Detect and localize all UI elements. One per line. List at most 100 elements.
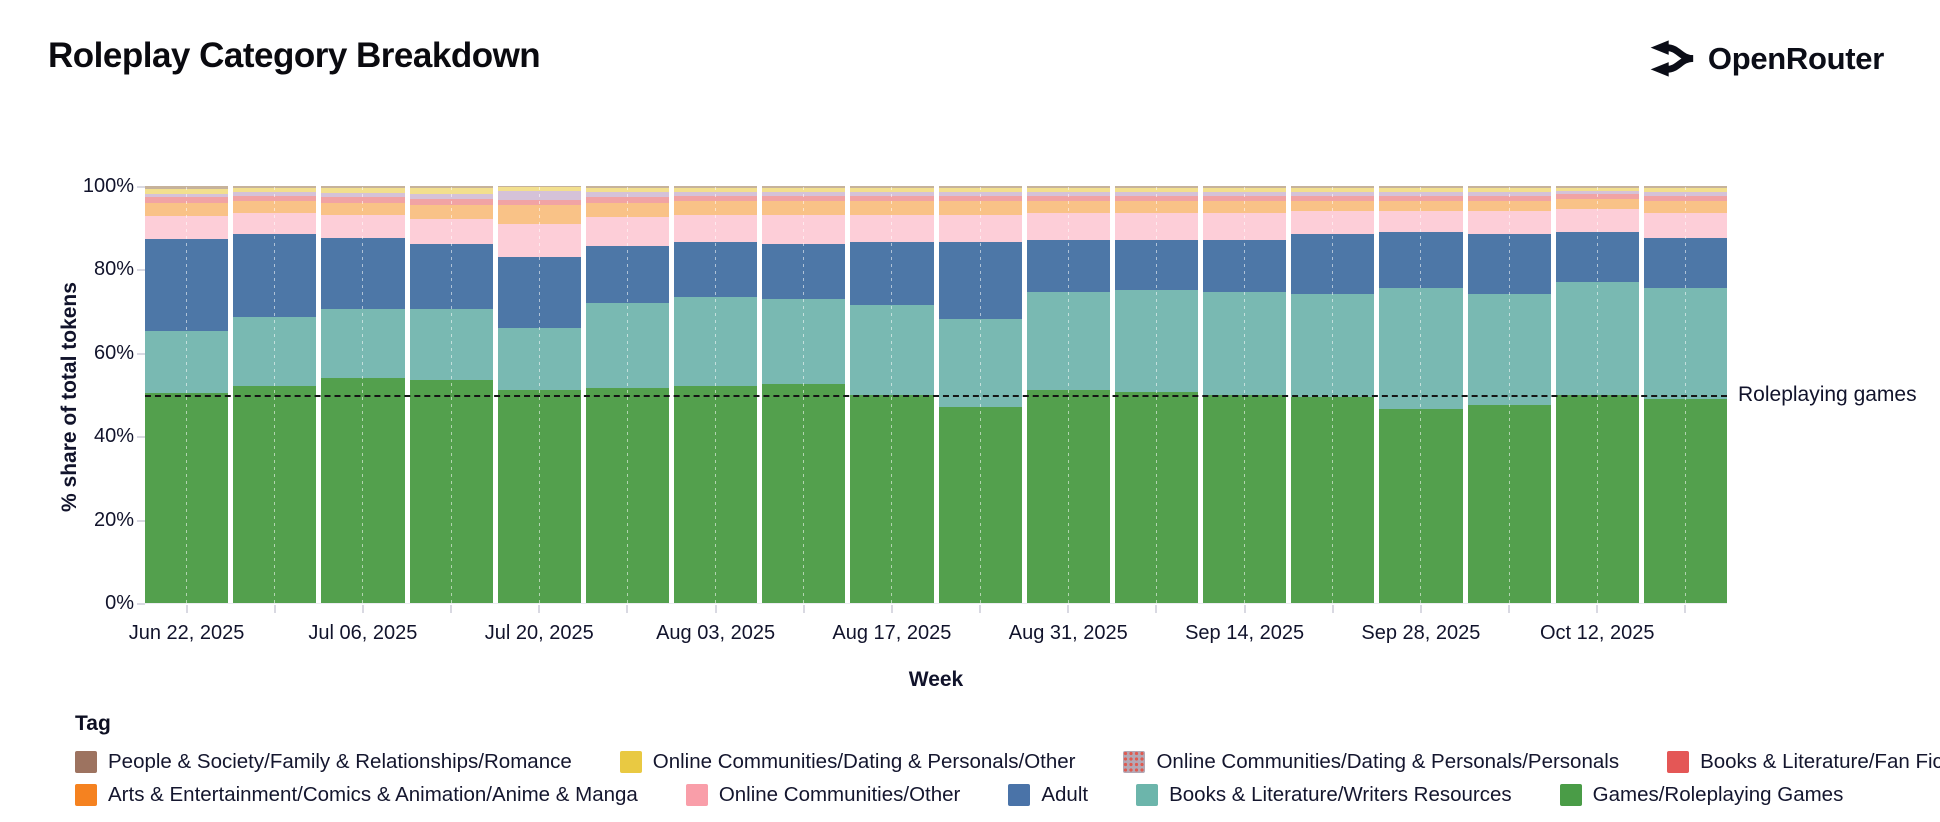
segment-romance[interactable] [497, 186, 581, 188]
segment-rpg[interactable] [233, 386, 317, 603]
segment-rpg[interactable] [1114, 392, 1199, 603]
legend-item-writers[interactable]: Books & Literature/Writers Resources [1136, 783, 1512, 807]
segment-oc_other[interactable] [1026, 213, 1110, 241]
legend-item-rpg[interactable]: Games/Roleplaying Games [1559, 783, 1843, 807]
segment-oc_other[interactable] [233, 213, 317, 234]
segment-anime_manga[interactable] [1203, 200, 1287, 214]
segment-adult[interactable] [938, 242, 1022, 320]
segment-anime_manga[interactable] [762, 200, 846, 216]
segment-anime_manga[interactable] [1026, 200, 1110, 214]
segment-oc_other[interactable] [938, 215, 1022, 243]
segment-rpg[interactable] [1643, 398, 1728, 603]
segment-oc_other[interactable] [1467, 211, 1551, 234]
legend-item-dating_other[interactable]: Online Communities/Dating & Personals/Ot… [619, 750, 1075, 774]
segment-oc_other[interactable] [145, 216, 229, 239]
segment-anime_manga[interactable] [585, 202, 670, 218]
segment-adult[interactable] [1379, 231, 1463, 289]
segment-anime_manga[interactable] [1114, 200, 1199, 214]
segment-oc_other[interactable] [762, 215, 846, 245]
segment-anime_manga[interactable] [1467, 200, 1551, 212]
legend-item-fan_fiction[interactable]: Books & Literature/Fan Fiction [1667, 750, 1940, 774]
segment-rpg[interactable] [1555, 394, 1639, 603]
segment-rpg[interactable] [1467, 404, 1551, 603]
segment-writers[interactable] [1643, 288, 1728, 399]
segment-adult[interactable] [1291, 233, 1375, 295]
segment-writers[interactable] [762, 298, 846, 385]
segment-oc_other[interactable] [1203, 213, 1287, 241]
segment-writers[interactable] [1291, 294, 1375, 397]
segment-adult[interactable] [497, 256, 581, 328]
segment-writers[interactable] [1114, 290, 1199, 393]
segment-oc_other[interactable] [585, 217, 670, 247]
segment-adult[interactable] [1026, 240, 1110, 293]
segment-rpg[interactable] [321, 377, 405, 603]
segment-anime_manga[interactable] [674, 200, 758, 216]
legend-item-adult[interactable]: Adult [1008, 783, 1088, 807]
segment-writers[interactable] [674, 296, 758, 387]
segment-anime_manga[interactable] [145, 202, 229, 217]
segment-anime_manga[interactable] [409, 204, 493, 220]
segment-anime_manga[interactable] [321, 202, 405, 216]
segment-adult[interactable] [850, 242, 934, 305]
segment-rpg[interactable] [1203, 394, 1287, 603]
segment-writers[interactable] [850, 304, 934, 395]
segment-adult[interactable] [1114, 240, 1199, 291]
segment-adult[interactable] [409, 244, 493, 310]
legend-item-personals[interactable]: Online Communities/Dating & Personals/Pe… [1123, 750, 1619, 774]
segment-adult[interactable] [674, 242, 758, 297]
segment-rpg[interactable] [1291, 396, 1375, 603]
segment-adult[interactable] [233, 233, 317, 318]
segment-anime_manga[interactable] [233, 200, 317, 214]
segment-adult[interactable] [1643, 238, 1728, 289]
segment-anime_manga[interactable] [1379, 200, 1463, 212]
segment-writers[interactable] [145, 330, 229, 394]
legend-item-oc_other[interactable]: Online Communities/Other [685, 783, 960, 807]
segment-anime_manga[interactable] [497, 204, 581, 224]
segment-adult[interactable] [1203, 240, 1287, 293]
segment-personals[interactable] [497, 191, 581, 200]
segment-rpg[interactable] [674, 386, 758, 603]
segment-adult[interactable] [762, 244, 846, 299]
segment-oc_other[interactable] [1291, 211, 1375, 234]
segment-adult[interactable] [585, 246, 670, 303]
segment-oc_other[interactable] [1114, 213, 1199, 241]
segment-anime_manga[interactable] [1555, 198, 1639, 209]
segment-anime_manga[interactable] [1643, 200, 1728, 214]
segment-adult[interactable] [1467, 233, 1551, 295]
legend-item-anime_manga[interactable]: Arts & Entertainment/Comics & Animation/… [75, 783, 638, 807]
segment-rpg[interactable] [1379, 409, 1463, 603]
segment-anime_manga[interactable] [938, 200, 1022, 216]
segment-rpg[interactable] [585, 388, 670, 603]
segment-adult[interactable] [145, 238, 229, 331]
segment-writers[interactable] [497, 327, 581, 391]
segment-rpg[interactable] [762, 384, 846, 603]
segment-writers[interactable] [1555, 281, 1639, 395]
segment-writers[interactable] [1203, 292, 1287, 395]
segment-rpg[interactable] [1026, 390, 1110, 603]
segment-adult[interactable] [1555, 231, 1639, 282]
segment-writers[interactable] [585, 302, 670, 389]
segment-oc_other[interactable] [850, 215, 934, 243]
segment-rpg[interactable] [145, 393, 229, 603]
segment-rpg[interactable] [497, 390, 581, 603]
segment-writers[interactable] [321, 309, 405, 378]
legend-item-romance[interactable]: People & Society/Family & Relationships/… [75, 750, 572, 774]
segment-anime_manga[interactable] [1291, 200, 1375, 212]
segment-writers[interactable] [233, 317, 317, 387]
segment-oc_other[interactable] [321, 215, 405, 239]
segment-oc_other[interactable] [1379, 211, 1463, 232]
segment-rpg[interactable] [938, 407, 1022, 603]
segment-oc_other[interactable] [674, 215, 758, 243]
segment-writers[interactable] [1026, 292, 1110, 391]
segment-oc_other[interactable] [497, 223, 581, 257]
segment-writers[interactable] [409, 309, 493, 380]
segment-anime_manga[interactable] [850, 200, 934, 216]
segment-rpg[interactable] [409, 379, 493, 603]
segment-rpg[interactable] [850, 394, 934, 603]
segment-adult[interactable] [321, 238, 405, 310]
segment-oc_other[interactable] [1555, 208, 1639, 232]
segment-writers[interactable] [1467, 294, 1551, 405]
segment-writers[interactable] [1379, 288, 1463, 410]
segment-oc_other[interactable] [1643, 213, 1728, 239]
segment-oc_other[interactable] [409, 219, 493, 245]
